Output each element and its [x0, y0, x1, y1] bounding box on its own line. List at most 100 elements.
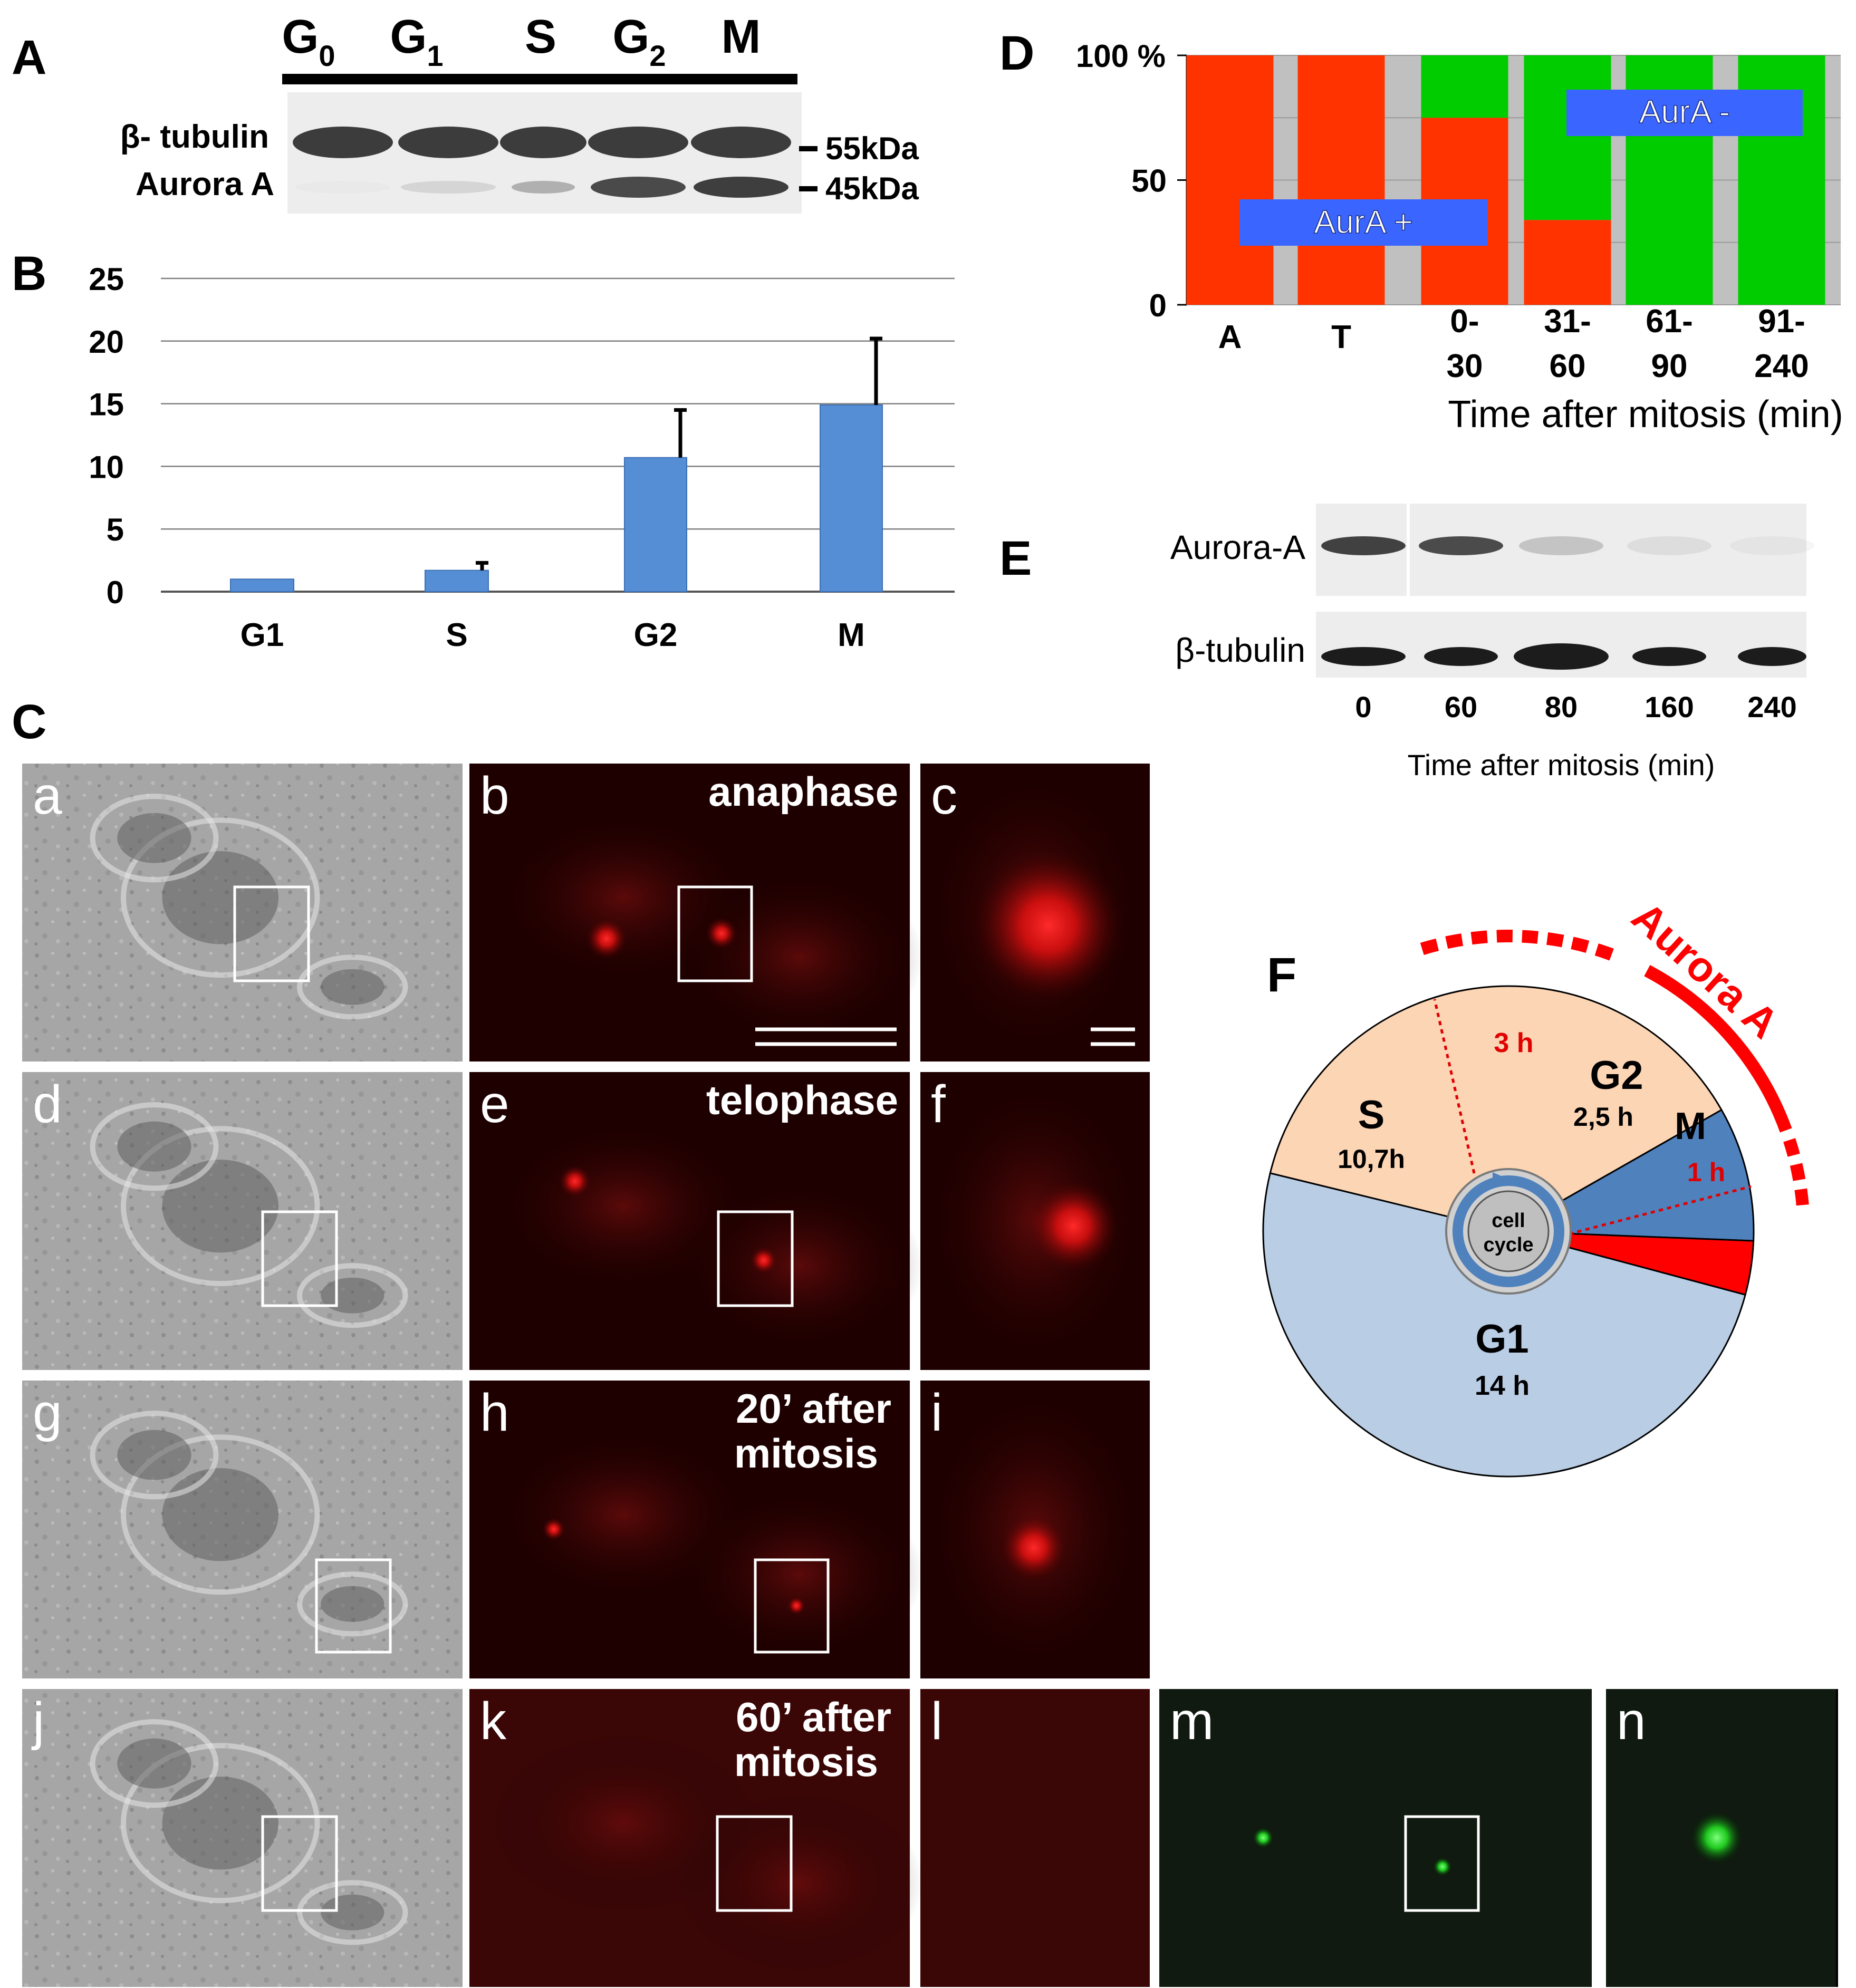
beta-tubulin-band [1321, 647, 1406, 666]
aurora-a-band [1321, 536, 1406, 555]
panel-c-label: C [12, 695, 46, 749]
y-tick-label: 5 [107, 512, 124, 547]
micrograph-caption: 60’ after [736, 1694, 891, 1740]
cell-outline [90, 794, 219, 883]
nucleus [162, 1160, 278, 1253]
micrograph-caption: anaphase [708, 768, 898, 815]
tubulin-band [691, 127, 791, 158]
cytoplasm-glow [676, 1793, 924, 1972]
timepoint-label: 60 [1445, 690, 1477, 723]
row-label-beta-tubulin: β-tubulin [1175, 631, 1305, 669]
aurora-a-band [1419, 536, 1503, 555]
slice-label: G1 [1475, 1317, 1528, 1362]
centrosome-spot [705, 917, 738, 950]
aurora-bands [401, 177, 788, 198]
marker-45kda: 45kDa [825, 171, 919, 206]
micrograph-b: b anaphase [469, 764, 924, 1061]
micrograph-g: g [22, 1381, 463, 1678]
y-tick-label: 50 [1131, 163, 1167, 199]
micrograph-letter: a [33, 766, 62, 825]
zoom-box [716, 1815, 793, 1912]
beta-tubulin-band [1514, 643, 1609, 670]
panel-e-xlabel: Time after mitosis (min) [1408, 748, 1715, 781]
micrograph-e: e telophase [469, 1072, 924, 1370]
nucleus [117, 813, 191, 863]
y-tick-label: 10 [89, 449, 124, 485]
nucleus [162, 851, 278, 944]
x-tick-label: 240 [1754, 348, 1809, 384]
aurora-arc [1644, 964, 1792, 1133]
panel-b-label: B [12, 247, 46, 301]
aurora-band [512, 181, 575, 194]
bar-chart-b: 0 5 10 15 20 25 G1 S G2 M [89, 262, 955, 653]
cell-outline [121, 1434, 320, 1595]
annotation-3h: 3 h [1494, 1028, 1533, 1058]
cell-cycle-arrowhead-icon [1493, 1172, 1509, 1187]
slice-duration: 2,5 h [1573, 1102, 1633, 1132]
x-tick-label: G1 [241, 617, 284, 653]
centrosome-spot [1690, 1811, 1743, 1864]
nucleus [117, 1121, 191, 1172]
zoom-box [754, 1558, 830, 1654]
panel-d-label: D [999, 26, 1034, 80]
slice-duration: 14 h [1475, 1371, 1530, 1401]
nucleus [162, 1777, 278, 1870]
micrograph-f: f [920, 1072, 1150, 1370]
x-tick-label: S [446, 617, 467, 653]
micrograph-letter: g [33, 1383, 62, 1442]
panel-a-lane-labels: G0 G1 S G2 M [282, 11, 761, 72]
x-tick-label: 60 [1550, 348, 1586, 384]
zoom-box [717, 1210, 794, 1307]
annotation-line-1h [1569, 1185, 1752, 1236]
nucleus [162, 1468, 278, 1561]
cell-outline [90, 1719, 219, 1808]
lane-label: S [525, 11, 556, 63]
legend-label: AurA - [1639, 94, 1730, 130]
zoom-box [233, 885, 310, 982]
lane-label: G0 [282, 11, 335, 72]
annotation-1h: 1 h [1687, 1157, 1725, 1187]
row-label-aurora: Aurora A [136, 166, 274, 202]
micrograph-image [920, 1689, 1150, 1987]
micrograph-letter: m [1170, 1692, 1214, 1751]
micrograph-letter: c [931, 766, 957, 825]
aurora-band [694, 177, 788, 198]
x-tick-label: 31- [1544, 303, 1591, 340]
panel-b: B 0 5 10 15 20 25 G1 S G2 M [12, 247, 955, 653]
tubulin-bands [293, 127, 791, 158]
pie-slice-S [1269, 985, 1723, 1232]
legend-aura-negative [1566, 90, 1803, 136]
zoom-box [261, 1210, 338, 1307]
cell-cycle-icon-inner [1467, 1190, 1550, 1272]
pie-slice-G1 [1262, 1172, 1746, 1478]
bar-aura-negative [1421, 55, 1508, 118]
timepoint-label: 240 [1747, 690, 1796, 723]
cell-outline [121, 1743, 320, 1904]
panel-f-label: F [1267, 948, 1296, 1002]
micrograph-a: a [22, 764, 463, 1061]
nucleus [321, 1277, 384, 1314]
x-tick-label: 90 [1651, 348, 1688, 384]
micrograph-grid: a b anaphase cd e telophase fg h 20’ aftermitosi… [22, 764, 1838, 1987]
micrograph-letter: e [480, 1075, 509, 1134]
micrograph-n: n [1606, 1689, 1838, 1987]
cell-outline [297, 1571, 408, 1637]
nucleus [321, 969, 384, 1005]
nucleus [117, 1430, 191, 1480]
y-tick-label: 0 [107, 575, 124, 610]
bar-aura-positive [1186, 55, 1274, 305]
cell-outline [121, 817, 320, 978]
cell-outline [90, 1102, 219, 1191]
slice-duration: 10,7h [1338, 1144, 1405, 1174]
zoom-box [677, 885, 753, 982]
bar-aura-positive [1297, 55, 1385, 305]
lane-label: G2 [612, 11, 666, 72]
pie-slice-G2 [1505, 1108, 1755, 1242]
slice-label: S [1358, 1093, 1385, 1137]
micrograph-j: j [22, 1689, 463, 1987]
cell-cycle-arrow-icon [1453, 1175, 1564, 1287]
centrosome-spot [973, 850, 1124, 1001]
aurora-a-band [1519, 536, 1603, 555]
